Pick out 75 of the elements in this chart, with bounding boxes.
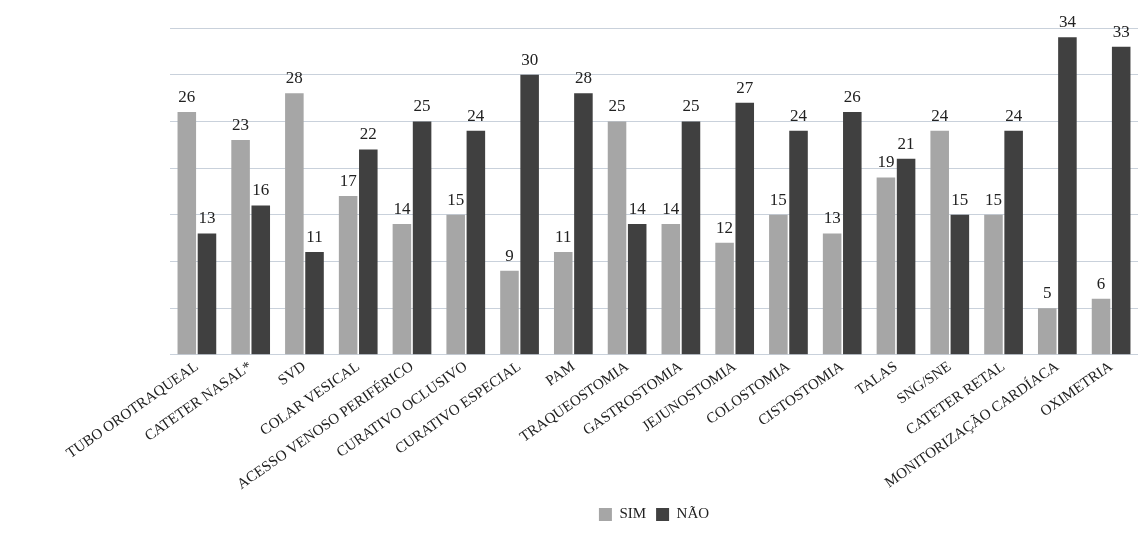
bar [466, 130, 486, 355]
data-label: 14 [393, 199, 411, 219]
bar [359, 149, 378, 355]
data-label: 28 [285, 68, 303, 88]
data-label: 25 [413, 96, 431, 116]
data-label: 24 [1005, 105, 1023, 125]
bar [1058, 37, 1077, 355]
data-label: 14 [628, 199, 647, 219]
data-label: 13 [823, 208, 841, 228]
bar [1037, 308, 1057, 355]
bar [231, 140, 250, 355]
data-label: 25 [608, 96, 626, 116]
bar [769, 214, 788, 355]
data-label: 28 [574, 68, 592, 88]
data-label: 25 [682, 96, 700, 116]
data-label: 15 [447, 189, 465, 209]
data-label: 19 [877, 152, 895, 172]
bar [197, 233, 217, 355]
bar [930, 130, 949, 355]
bar [446, 214, 465, 355]
bar [822, 233, 842, 355]
bar [1004, 130, 1023, 355]
bar [1091, 298, 1111, 355]
data-label: 11 [555, 227, 572, 247]
bar [950, 214, 970, 355]
data-label: 13 [198, 208, 216, 228]
data-label: 34 [1058, 12, 1077, 32]
bar [500, 270, 519, 355]
bar [876, 177, 896, 355]
bar [338, 196, 358, 355]
data-label: 9 [505, 245, 514, 265]
data-label: 24 [467, 105, 485, 125]
x-tick-label: SVD [274, 357, 309, 389]
data-label: 21 [897, 133, 915, 153]
bar [177, 112, 197, 355]
data-label: 14 [662, 199, 680, 219]
data-label: 27 [736, 77, 754, 97]
data-label: 26 [178, 87, 196, 107]
data-label: 15 [769, 189, 787, 209]
data-label: 23 [232, 115, 250, 135]
data-label: 17 [339, 171, 358, 191]
data-label: 24 [790, 105, 808, 125]
data-label: 12 [716, 217, 734, 237]
bar [574, 93, 593, 355]
bar [285, 93, 304, 355]
bar [735, 102, 755, 355]
data-label: 22 [359, 124, 377, 144]
bar [715, 242, 734, 355]
bar [520, 74, 539, 355]
bar [661, 224, 681, 355]
data-label: 33 [1112, 21, 1130, 41]
bar [607, 121, 627, 355]
data-label: 30 [521, 49, 539, 69]
data-label: 5 [1043, 283, 1052, 303]
bar [984, 214, 1003, 355]
bar [251, 205, 271, 355]
data-label: 6 [1096, 273, 1106, 293]
bar [896, 158, 916, 355]
legend-label: SIM [619, 505, 647, 522]
bar [553, 252, 573, 355]
data-label: 16 [252, 180, 270, 200]
bar [1111, 46, 1131, 355]
bar [305, 252, 324, 355]
bar [627, 224, 647, 355]
data-label: 11 [306, 227, 323, 247]
data-label: 26 [843, 87, 861, 107]
bar [392, 224, 412, 355]
bar [843, 112, 862, 355]
data-label: 24 [931, 105, 949, 125]
bar [412, 121, 432, 355]
data-label: 15 [984, 189, 1002, 209]
bar [681, 121, 701, 355]
legend-label: NÃO [676, 505, 710, 522]
data-label: 15 [951, 189, 969, 209]
bar [789, 130, 808, 355]
